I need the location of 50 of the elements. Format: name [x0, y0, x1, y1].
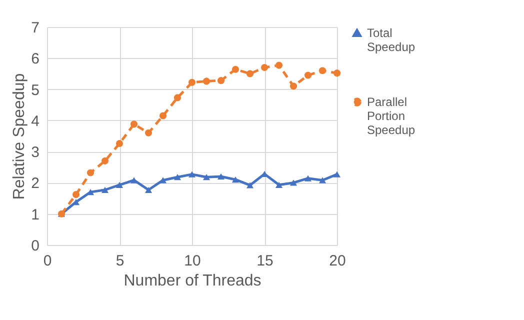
point: [304, 72, 312, 79]
point: [318, 67, 326, 74]
point: [188, 171, 196, 178]
point: [333, 70, 341, 77]
point: [275, 62, 283, 69]
point: [174, 94, 182, 102]
point: [217, 77, 225, 84]
point: [290, 82, 298, 90]
y-tick-label: 7: [31, 20, 40, 36]
y-axis-title: Relative Speedup: [11, 73, 28, 200]
point: [246, 182, 254, 188]
x-tick-label: 10: [184, 252, 201, 270]
point: [144, 186, 152, 193]
point: [174, 174, 182, 180]
y-tick-label: 6: [31, 50, 40, 68]
point: [202, 78, 210, 85]
point: [202, 174, 210, 180]
point: [144, 129, 152, 136]
point: [72, 191, 80, 198]
point: [260, 64, 268, 72]
point: [275, 182, 283, 188]
y-tick-label: 2: [31, 175, 40, 192]
point: [318, 177, 326, 184]
point: [116, 140, 124, 148]
legend-label: Parallel Portion Speedup: [367, 95, 416, 137]
point: [232, 66, 240, 73]
point: [304, 175, 312, 182]
y-tick-label: 3: [31, 144, 40, 162]
x-axis-title: Number of Threads: [124, 272, 262, 290]
point: [130, 120, 138, 128]
x-tick-label: 15: [256, 252, 274, 270]
x-tick-label: 20: [329, 252, 346, 270]
point: [333, 171, 341, 178]
legend-label: Total Speedup: [367, 26, 416, 54]
point: [246, 70, 254, 78]
point: [159, 112, 167, 120]
y-tick-label: 4: [31, 112, 40, 130]
point: [101, 186, 109, 193]
y-tick-label: 5: [31, 82, 40, 99]
point: [116, 182, 124, 188]
point: [188, 78, 196, 86]
point: [101, 157, 109, 164]
point: [232, 176, 240, 183]
point: [290, 180, 298, 186]
x-tick-label: 5: [116, 252, 124, 270]
y-tick-label: 1: [31, 206, 40, 224]
y-tick-label: 0: [31, 238, 40, 254]
x-tick-label: 0: [43, 252, 52, 270]
point: [217, 173, 225, 180]
point: [86, 169, 94, 176]
